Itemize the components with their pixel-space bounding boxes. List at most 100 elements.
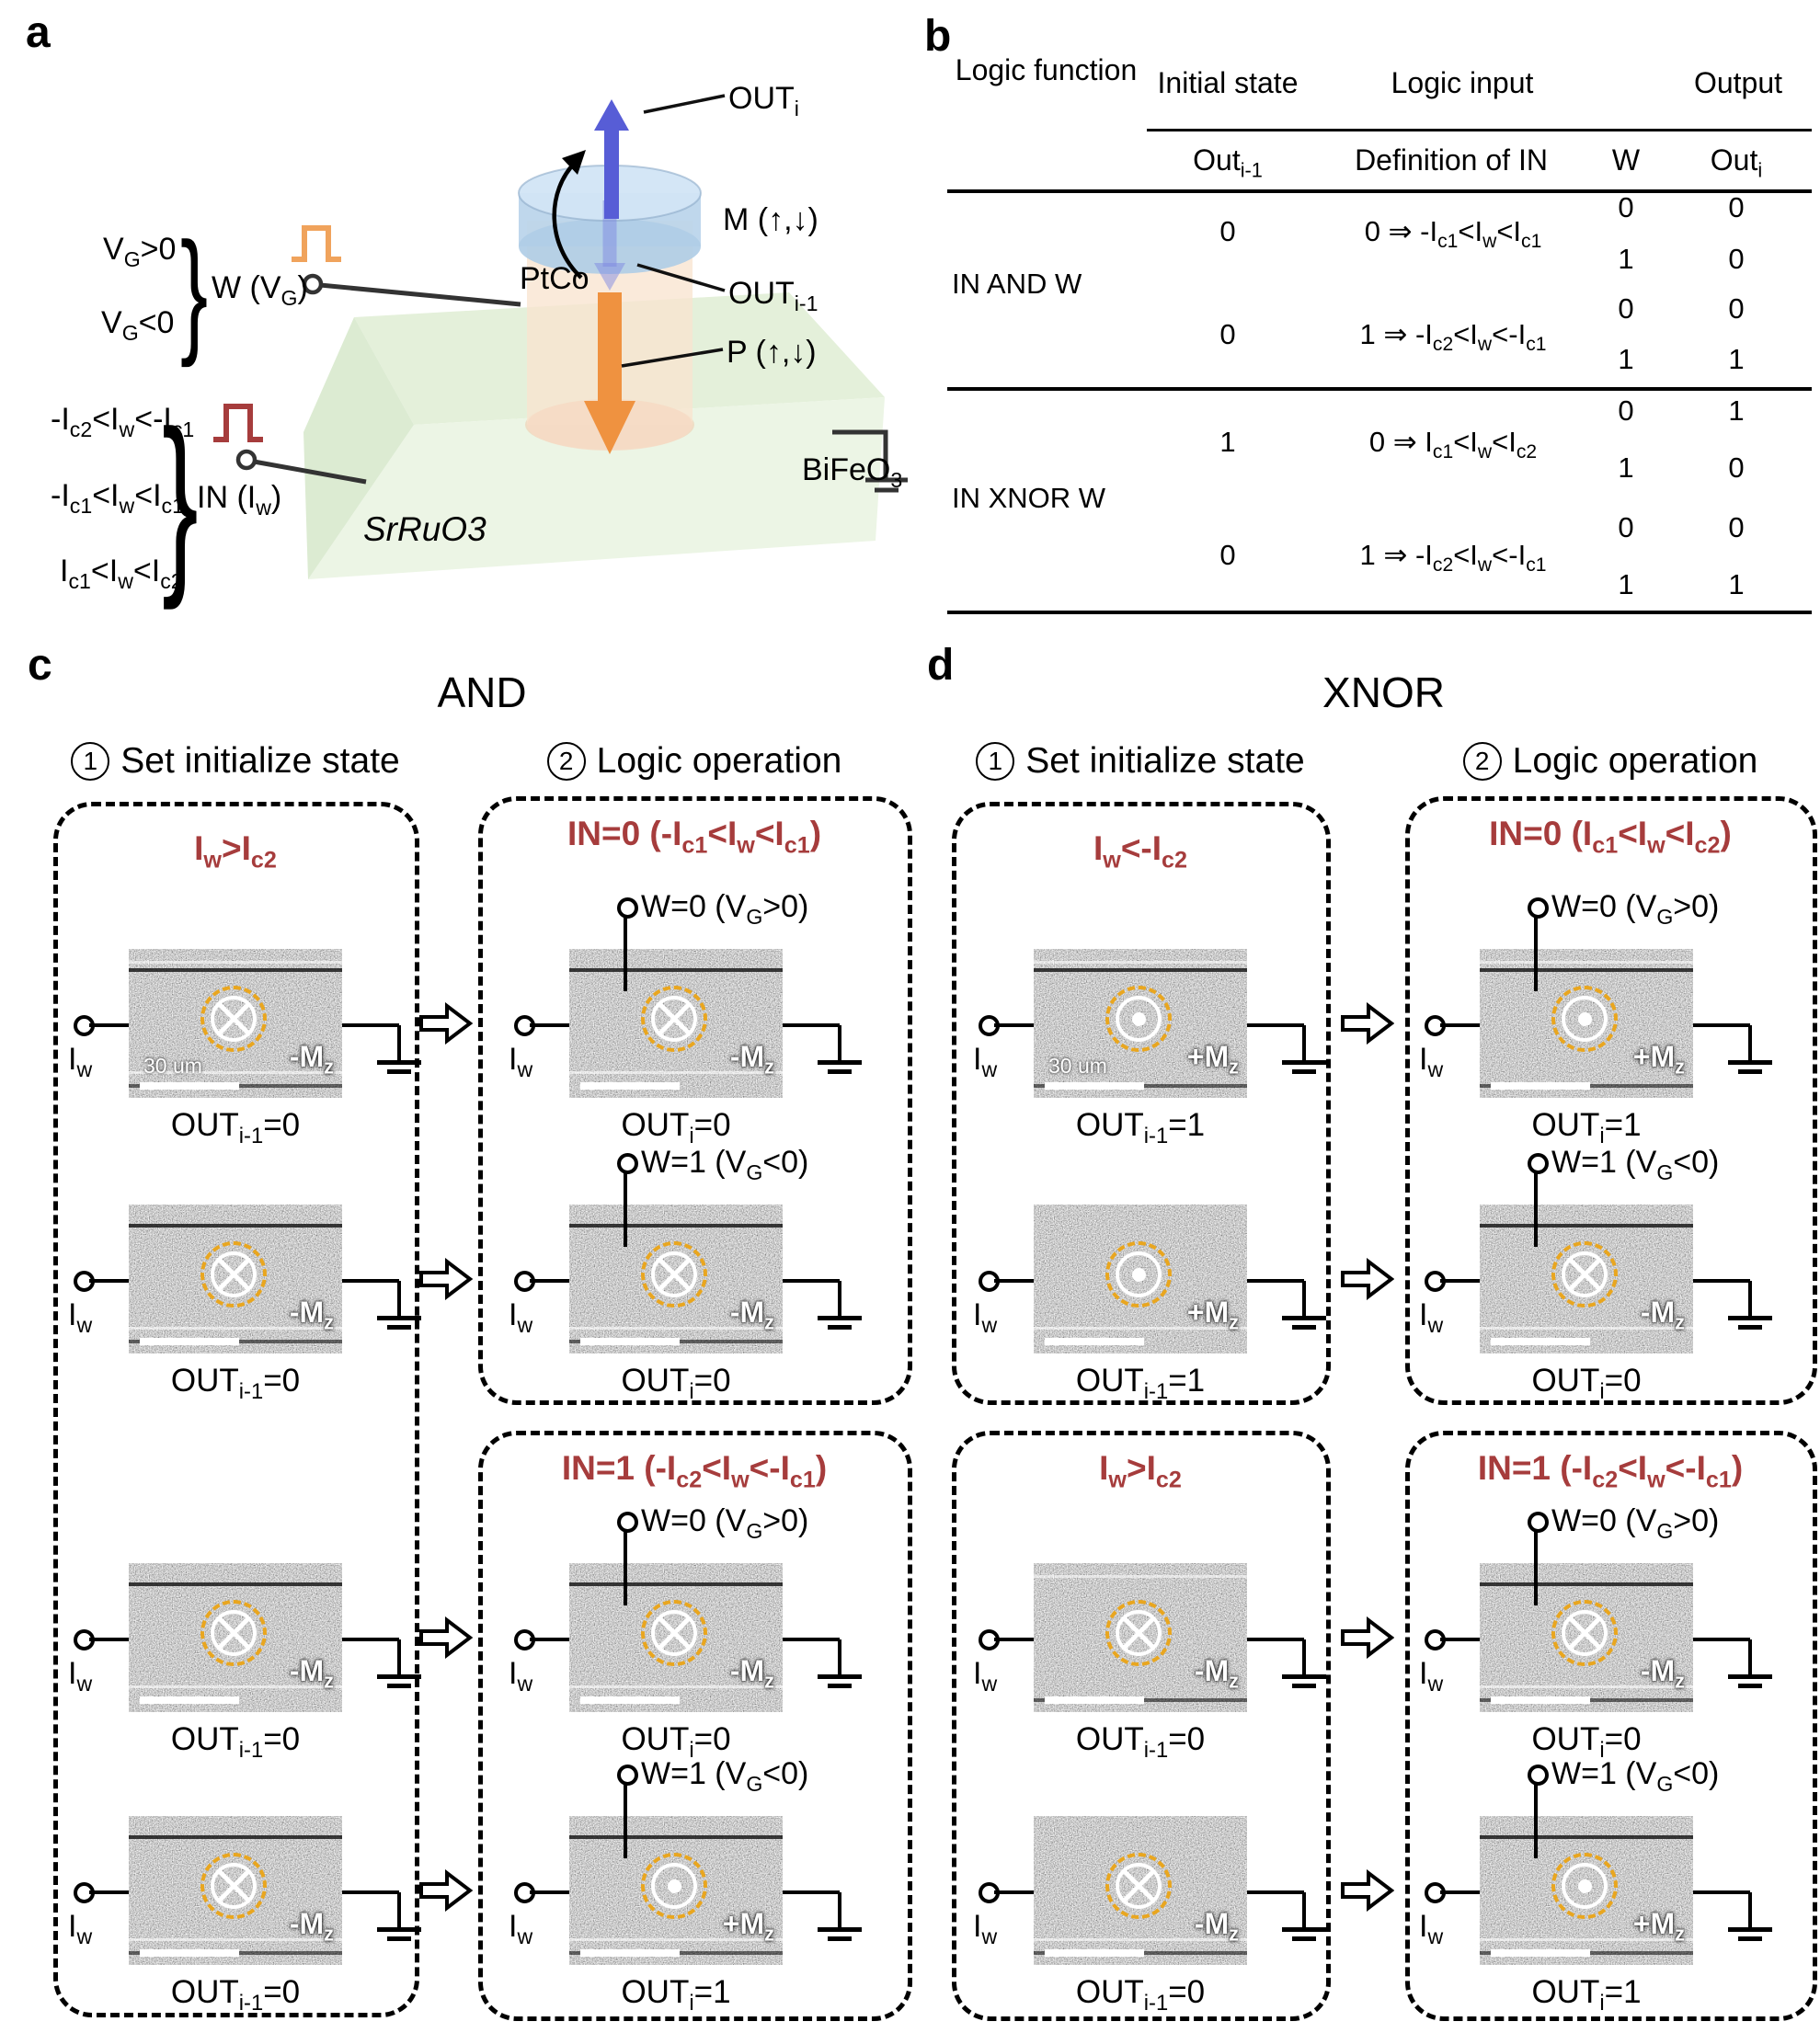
table-rule (947, 387, 1812, 391)
p-annotation: P (↑,↓) (727, 335, 817, 370)
flow-arrow-icon (419, 1869, 473, 1912)
device-cell: W=0 (VG>0) Iw -Mz OUTi=0 (509, 889, 900, 1147)
iw-label: Iw (68, 1042, 93, 1081)
mfm-micrograph: -Mz (1480, 1205, 1693, 1353)
device-cell: Iw +Mz OUTi-1=1 (973, 1205, 1365, 1402)
col-header-output: Output (1693, 66, 1783, 99)
c-op-box-2 (478, 1431, 912, 2021)
in-condition-3: Ic1<Iw<Ic2 (60, 554, 183, 593)
d-init-box-1 (952, 802, 1331, 1405)
domain-circle-icon (200, 1241, 267, 1308)
table-cell: 0 (1728, 243, 1745, 275)
srruo3-front-face (308, 397, 885, 579)
col-header-input: Logic input (1391, 66, 1534, 99)
mfm-micrograph: -Mz (129, 1563, 342, 1712)
subheader-out-i: Outi (1710, 143, 1763, 182)
flow-arrow-icon (419, 1258, 473, 1300)
table-cell: 0 (1618, 292, 1634, 325)
input-wire (253, 459, 367, 485)
step1-header: 1 Set initialize state (938, 741, 1343, 782)
table-cell: 0 (1219, 539, 1236, 571)
domain-circle-icon (200, 1853, 267, 1919)
step1-header: 1 Set initialize state (33, 741, 438, 782)
d-init1-condition: Iw<-Ic2 (1093, 829, 1188, 874)
c-op2-condition: IN=1 (-Ic2<Iw<-Ic1) (561, 1449, 828, 1493)
table-cell: 1 (1728, 568, 1745, 600)
mfm-micrograph: +Mz 30 um (1034, 949, 1247, 1098)
mfm-micrograph: -Mz (569, 1563, 783, 1712)
mfm-micrograph: -Mz 30 um (129, 949, 342, 1098)
mz-label: -Mz (289, 1040, 334, 1079)
col-header-initial: Initial state (1157, 66, 1299, 99)
step2-header: 2 Logic operation (492, 741, 897, 782)
subheader-out-prev: Outi-1 (1193, 143, 1263, 182)
table-cell: 0 (1618, 191, 1634, 223)
domain-circle-icon (200, 1600, 267, 1666)
d-op-box-1 (1405, 796, 1817, 1405)
subheader-w: W (1611, 143, 1641, 177)
table-cell: 0 (1618, 394, 1634, 427)
domain-circle-icon (641, 986, 707, 1052)
table-cell: 1 ⇒ -Ic2<Iw<-Ic1 (1359, 539, 1547, 577)
device-cell: W=0 (VG>0) Iw -Mz OUTi=0 (509, 1503, 900, 1761)
panel-d-label: d (927, 641, 955, 690)
srruo3-label: SrRuO3 (363, 510, 486, 548)
flow-arrow-icon (419, 1002, 473, 1045)
device-cell: W=1 (VG<0) Iw -Mz OUTi=0 (509, 1145, 900, 1402)
switch-arrow (552, 160, 583, 280)
table-cell: 1 (1618, 343, 1634, 375)
domain-circle-icon (1105, 1241, 1172, 1308)
w-terminal-icon (617, 897, 638, 919)
device-cell: Iw -Mz OUTi-1=0 (973, 1563, 1365, 1761)
domain-circle-icon (1105, 1853, 1172, 1919)
device-cell: Iw -Mz 30 um OUTi-1=0 (68, 949, 460, 1148)
device-cell: Iw -Mz OUTi-1=0 (68, 1563, 460, 1761)
function-and: IN AND W (952, 268, 1082, 300)
domain-circle-icon (641, 1241, 707, 1308)
flow-arrow-icon (1341, 1616, 1394, 1659)
flow-arrow-icon (1341, 1869, 1394, 1912)
in-condition-2: -Ic1<Iw<Ic1 (51, 478, 184, 518)
srruo3-left-face (303, 317, 414, 579)
function-xnor: IN XNOR W (952, 482, 1106, 514)
table-cell: 0 (1219, 318, 1236, 350)
gate-terminal-icon (302, 273, 324, 295)
device-cell: W=1 (VG<0) Iw -Mz OUTi=0 (1419, 1145, 1811, 1402)
mfm-micrograph: +Mz (569, 1816, 783, 1965)
table-cell: 1 ⇒ -Ic2<Iw<-Ic1 (1359, 318, 1547, 356)
step2-header: 2 Logic operation (1408, 741, 1813, 782)
scale-bar (140, 1082, 239, 1090)
m-annotation: M (↑,↓) (723, 202, 818, 237)
input-label: IN (Iw) (197, 480, 282, 520)
panel-c-title: AND (437, 668, 527, 716)
c-op-box-1 (478, 796, 912, 1405)
device-cell: W=1 (VG<0) Iw +Mz OUTi=1 (1419, 1756, 1811, 2014)
mfm-micrograph: -Mz (129, 1205, 342, 1353)
domain-circle-icon (200, 986, 267, 1052)
circled-1-icon: 1 (71, 742, 110, 781)
table-cell: 0 ⇒ -Ic1<Iw<Ic1 (1364, 215, 1542, 253)
gate-brace: } (180, 213, 209, 368)
flow-arrow-icon (1341, 1258, 1394, 1300)
gate-pulse-icon (292, 225, 341, 262)
table-cell: 0 (1618, 511, 1634, 543)
domain-circle-icon (641, 1600, 707, 1666)
mfm-micrograph: -Mz (569, 1205, 783, 1353)
input-terminal-icon (235, 449, 258, 471)
out-prev-annotation: OUTi-1 (728, 276, 818, 315)
table-rule (947, 611, 1812, 614)
device-cell: Iw -Mz OUTi-1=0 (68, 1816, 460, 2014)
out-caption: OUTi-1=0 (170, 1107, 301, 1148)
ptco-label: PtCo (520, 261, 589, 296)
table-cell: 1 (1728, 394, 1745, 427)
d-op-box-2 (1405, 1431, 1817, 2021)
domain-circle-icon (1551, 1853, 1618, 1919)
table-cell: 0 (1219, 215, 1236, 247)
table-cell: 1 (1618, 568, 1634, 600)
mfm-micrograph: +Mz (1480, 1816, 1693, 1965)
mfm-micrograph: -Mz (129, 1816, 342, 1965)
ground-wire (832, 429, 888, 478)
table-rule (1147, 129, 1812, 131)
domain-circle-icon (1105, 1600, 1172, 1666)
